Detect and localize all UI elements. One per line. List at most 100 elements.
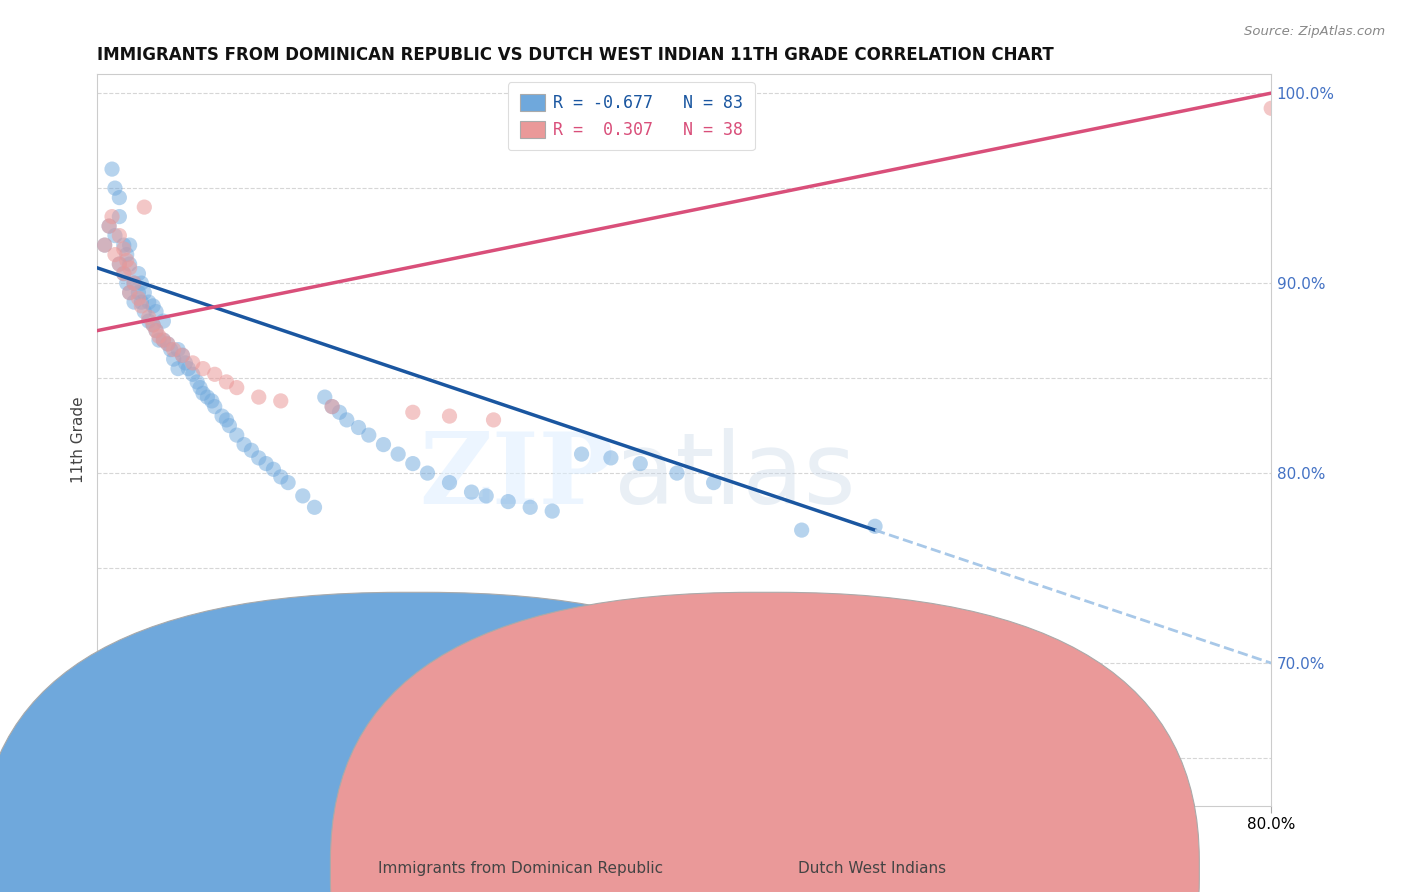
Text: IMMIGRANTS FROM DOMINICAN REPUBLIC VS DUTCH WEST INDIAN 11TH GRADE CORRELATION C: IMMIGRANTS FROM DOMINICAN REPUBLIC VS DU…: [97, 46, 1054, 64]
Point: [115, 276, 138, 290]
Point: [131, 295, 153, 310]
Point: [138, 314, 160, 328]
Point: [145, 324, 167, 338]
Point: [439, 475, 461, 490]
Point: [191, 386, 214, 401]
Point: [142, 318, 165, 332]
Point: [321, 400, 343, 414]
Point: [145, 304, 167, 318]
Point: [115, 253, 138, 268]
Point: [211, 409, 233, 423]
Point: [101, 162, 124, 177]
Point: [247, 450, 270, 465]
Point: [321, 400, 343, 414]
Point: [127, 291, 149, 305]
Point: [167, 343, 190, 357]
Point: [131, 276, 153, 290]
Point: [665, 466, 688, 480]
Point: [197, 390, 219, 404]
Text: Source: ZipAtlas.com: Source: ZipAtlas.com: [1244, 25, 1385, 38]
Point: [541, 656, 564, 670]
Point: [118, 260, 141, 275]
Point: [541, 504, 564, 518]
Point: [131, 299, 153, 313]
Point: [304, 500, 326, 515]
Point: [134, 200, 156, 214]
Point: [156, 337, 179, 351]
Point: [402, 457, 425, 471]
Point: [122, 276, 145, 290]
Point: [108, 210, 131, 224]
Point: [357, 428, 380, 442]
Point: [215, 375, 238, 389]
Point: [172, 348, 194, 362]
Point: [98, 219, 121, 233]
Point: [262, 462, 284, 476]
Point: [156, 337, 179, 351]
Point: [863, 519, 886, 533]
Point: [104, 247, 127, 261]
Point: [118, 238, 141, 252]
Point: [101, 210, 124, 224]
Point: [240, 443, 263, 458]
Point: [703, 475, 725, 490]
Point: [93, 238, 115, 252]
Point: [145, 324, 167, 338]
Point: [148, 333, 170, 347]
Point: [277, 475, 299, 490]
Point: [347, 420, 370, 434]
Point: [118, 257, 141, 271]
Text: atlas: atlas: [614, 428, 855, 524]
Point: [328, 405, 350, 419]
Point: [201, 393, 224, 408]
Point: [134, 304, 156, 318]
Point: [127, 285, 149, 300]
Point: [112, 238, 135, 252]
Text: Dutch West Indians: Dutch West Indians: [797, 862, 946, 876]
Point: [108, 191, 131, 205]
Point: [167, 361, 190, 376]
Point: [628, 457, 651, 471]
Point: [188, 381, 211, 395]
Point: [142, 318, 165, 332]
Point: [163, 352, 186, 367]
Point: [122, 276, 145, 290]
Point: [152, 314, 174, 328]
Point: [98, 219, 121, 233]
Text: Immigrants from Dominican Republic: Immigrants from Dominican Republic: [378, 862, 662, 876]
Point: [191, 361, 214, 376]
Point: [108, 257, 131, 271]
Point: [254, 457, 277, 471]
Point: [204, 368, 226, 382]
Point: [186, 375, 208, 389]
Point: [314, 390, 336, 404]
Point: [247, 390, 270, 404]
Point: [159, 343, 181, 357]
Point: [439, 409, 461, 423]
Point: [118, 285, 141, 300]
Point: [482, 413, 505, 427]
Point: [225, 428, 247, 442]
Point: [291, 489, 314, 503]
Point: [790, 523, 813, 537]
Point: [112, 267, 135, 281]
Point: [600, 450, 623, 465]
Point: [142, 299, 165, 313]
Point: [134, 285, 156, 300]
Point: [118, 285, 141, 300]
Point: [115, 247, 138, 261]
Point: [152, 333, 174, 347]
Point: [138, 310, 160, 325]
Point: [152, 333, 174, 347]
Point: [108, 228, 131, 243]
Point: [104, 181, 127, 195]
Point: [215, 413, 238, 427]
Point: [181, 368, 204, 382]
Point: [148, 329, 170, 343]
Point: [336, 413, 359, 427]
Point: [112, 242, 135, 256]
Y-axis label: 11th Grade: 11th Grade: [72, 397, 86, 483]
Point: [181, 356, 204, 370]
Point: [127, 267, 149, 281]
Point: [218, 418, 240, 433]
